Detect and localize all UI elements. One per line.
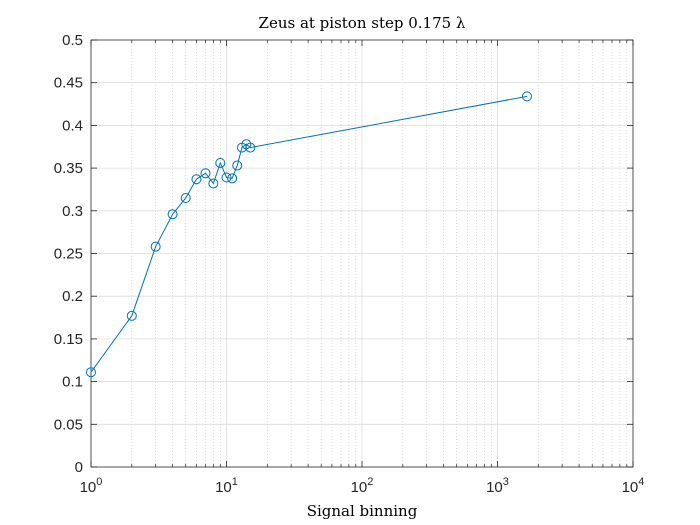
data-point [221, 172, 232, 183]
data-point [245, 142, 256, 153]
data-point [227, 173, 238, 184]
ticks [90, 39, 634, 468]
x-tick-label: 101 [215, 476, 238, 496]
data-point [191, 174, 202, 185]
data-point [167, 209, 178, 220]
x-tick-label: 102 [351, 476, 374, 496]
y-tick-label: 0.1 [62, 374, 83, 391]
x-tick-label: 100 [80, 476, 103, 496]
data-point [200, 168, 211, 179]
data-point [126, 310, 137, 321]
chart-title: Zeus at piston step 0.175 λ [259, 14, 466, 32]
x-tick-label: 104 [622, 476, 645, 496]
y-tick-label: 0.4 [62, 117, 83, 134]
y-tick-label: 0.05 [54, 416, 83, 433]
series-line [90, 95, 528, 373]
data-point [208, 178, 219, 189]
y-tick-label: 0.15 [54, 331, 83, 348]
data-point [521, 91, 532, 102]
major-grid [91, 40, 633, 467]
data-point [215, 157, 226, 168]
data-point [86, 367, 96, 378]
y-tick-label: 0.2 [62, 288, 83, 305]
series-layer [86, 91, 532, 378]
y-tick-label: 0.3 [62, 203, 83, 220]
y-tick-label: 0.25 [54, 246, 83, 263]
data-point [180, 192, 191, 203]
x-axis-label: Signal binning [307, 502, 418, 520]
y-tick-label: 0.5 [62, 32, 83, 49]
data-point [232, 160, 243, 171]
x-tick-label: 103 [486, 476, 509, 496]
y-tick-label: 0.35 [54, 160, 83, 177]
data-point [150, 241, 161, 252]
y-tick-label: 0.45 [54, 75, 83, 92]
y-tick-label: 0 [75, 459, 83, 476]
